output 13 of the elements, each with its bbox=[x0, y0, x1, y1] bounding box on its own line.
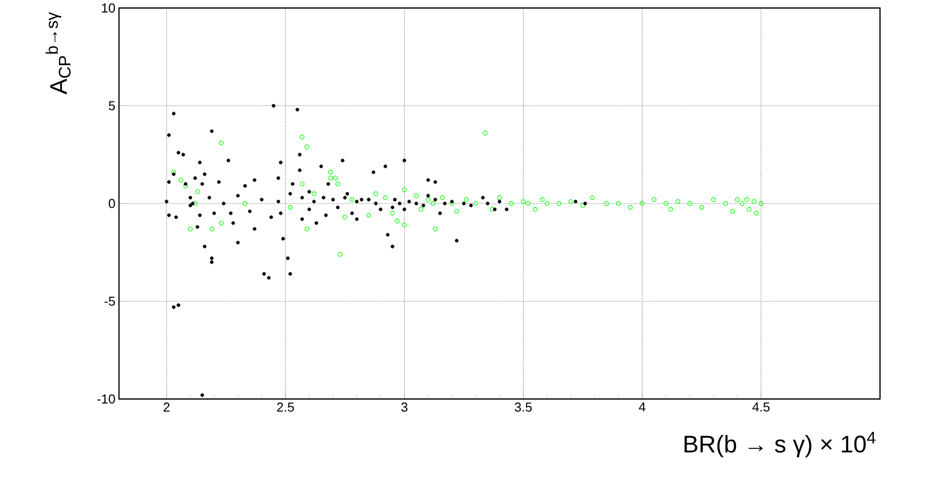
x-tick-label: 3 bbox=[401, 402, 408, 412]
y-tick-label: 10 bbox=[102, 3, 115, 13]
x-tick-label: 4.5 bbox=[752, 402, 770, 412]
x-tick-label: 3.5 bbox=[514, 402, 532, 412]
x-tick-label: 4 bbox=[638, 402, 646, 412]
y-tick-label: -5 bbox=[104, 296, 115, 306]
x-tick-label: 2.5 bbox=[277, 402, 294, 412]
y-axis-title: A$_{CP}$b→sγ bbox=[46, 12, 71, 94]
x-axis-title: BR(b → s γ) × 10$^{4}$ bbox=[684, 432, 876, 458]
y-tick-label: 0 bbox=[108, 198, 115, 208]
x-tick-label: 2 bbox=[164, 402, 170, 412]
y-tick-label: -10 bbox=[97, 394, 115, 404]
y-tick-label: 5 bbox=[108, 101, 115, 110]
